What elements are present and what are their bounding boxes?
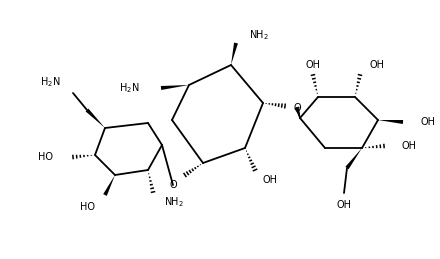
- Polygon shape: [378, 120, 403, 124]
- Text: OH: OH: [402, 141, 417, 151]
- Polygon shape: [345, 148, 362, 169]
- Text: H$_2$N: H$_2$N: [118, 81, 139, 95]
- Polygon shape: [231, 42, 238, 65]
- Text: OH: OH: [421, 117, 436, 127]
- Text: HO: HO: [80, 202, 95, 212]
- Text: O: O: [293, 103, 301, 113]
- Text: NH$_2$: NH$_2$: [164, 195, 184, 209]
- Text: OH: OH: [263, 175, 278, 185]
- Text: OH: OH: [370, 60, 385, 70]
- Text: O: O: [169, 180, 177, 190]
- Polygon shape: [86, 109, 105, 128]
- Text: NH$_2$: NH$_2$: [249, 28, 269, 42]
- Text: HO: HO: [38, 152, 53, 162]
- Text: H$_2$N: H$_2$N: [40, 75, 60, 89]
- Polygon shape: [103, 175, 115, 196]
- Text: OH: OH: [337, 200, 352, 210]
- Text: OH: OH: [305, 60, 320, 70]
- Polygon shape: [161, 85, 189, 90]
